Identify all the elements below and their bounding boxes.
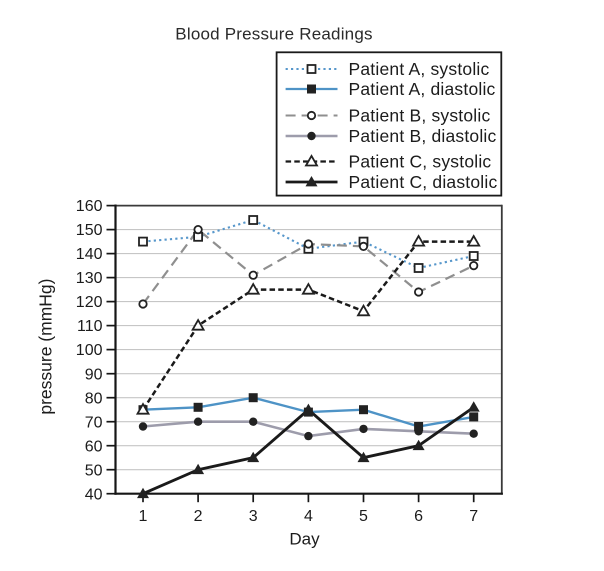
svg-text:2: 2 — [194, 508, 203, 525]
svg-text:4: 4 — [304, 508, 313, 525]
svg-text:80: 80 — [85, 390, 103, 407]
svg-text:Patient A, diastolic: Patient A, diastolic — [349, 79, 496, 99]
svg-text:90: 90 — [85, 366, 103, 383]
svg-text:5: 5 — [359, 508, 368, 525]
svg-text:60: 60 — [85, 438, 103, 455]
svg-text:Patient A, systolic: Patient A, systolic — [349, 59, 490, 79]
svg-text:6: 6 — [414, 508, 423, 525]
svg-text:70: 70 — [85, 414, 103, 431]
svg-text:40: 40 — [85, 486, 103, 503]
svg-text:pressure (mmHg): pressure (mmHg) — [36, 279, 56, 415]
svg-text:140: 140 — [76, 246, 103, 263]
svg-text:150: 150 — [76, 222, 103, 239]
svg-text:110: 110 — [77, 318, 103, 335]
svg-text:1: 1 — [139, 508, 148, 525]
svg-text:130: 130 — [76, 270, 103, 287]
svg-text:50: 50 — [85, 462, 103, 479]
svg-text:160: 160 — [76, 198, 103, 215]
svg-text:Patient C, diastolic: Patient C, diastolic — [349, 172, 498, 192]
svg-text:Patient B, diastolic: Patient B, diastolic — [349, 126, 497, 146]
svg-text:7: 7 — [469, 508, 478, 525]
svg-text:100: 100 — [76, 342, 103, 359]
svg-text:Patient B, systolic: Patient B, systolic — [349, 105, 491, 125]
svg-text:Blood Pressure Readings: Blood Pressure Readings — [175, 25, 372, 44]
svg-text:3: 3 — [249, 508, 258, 525]
svg-text:Day: Day — [289, 530, 320, 549]
svg-text:120: 120 — [76, 294, 103, 311]
svg-text:Patient C, systolic: Patient C, systolic — [349, 151, 492, 171]
